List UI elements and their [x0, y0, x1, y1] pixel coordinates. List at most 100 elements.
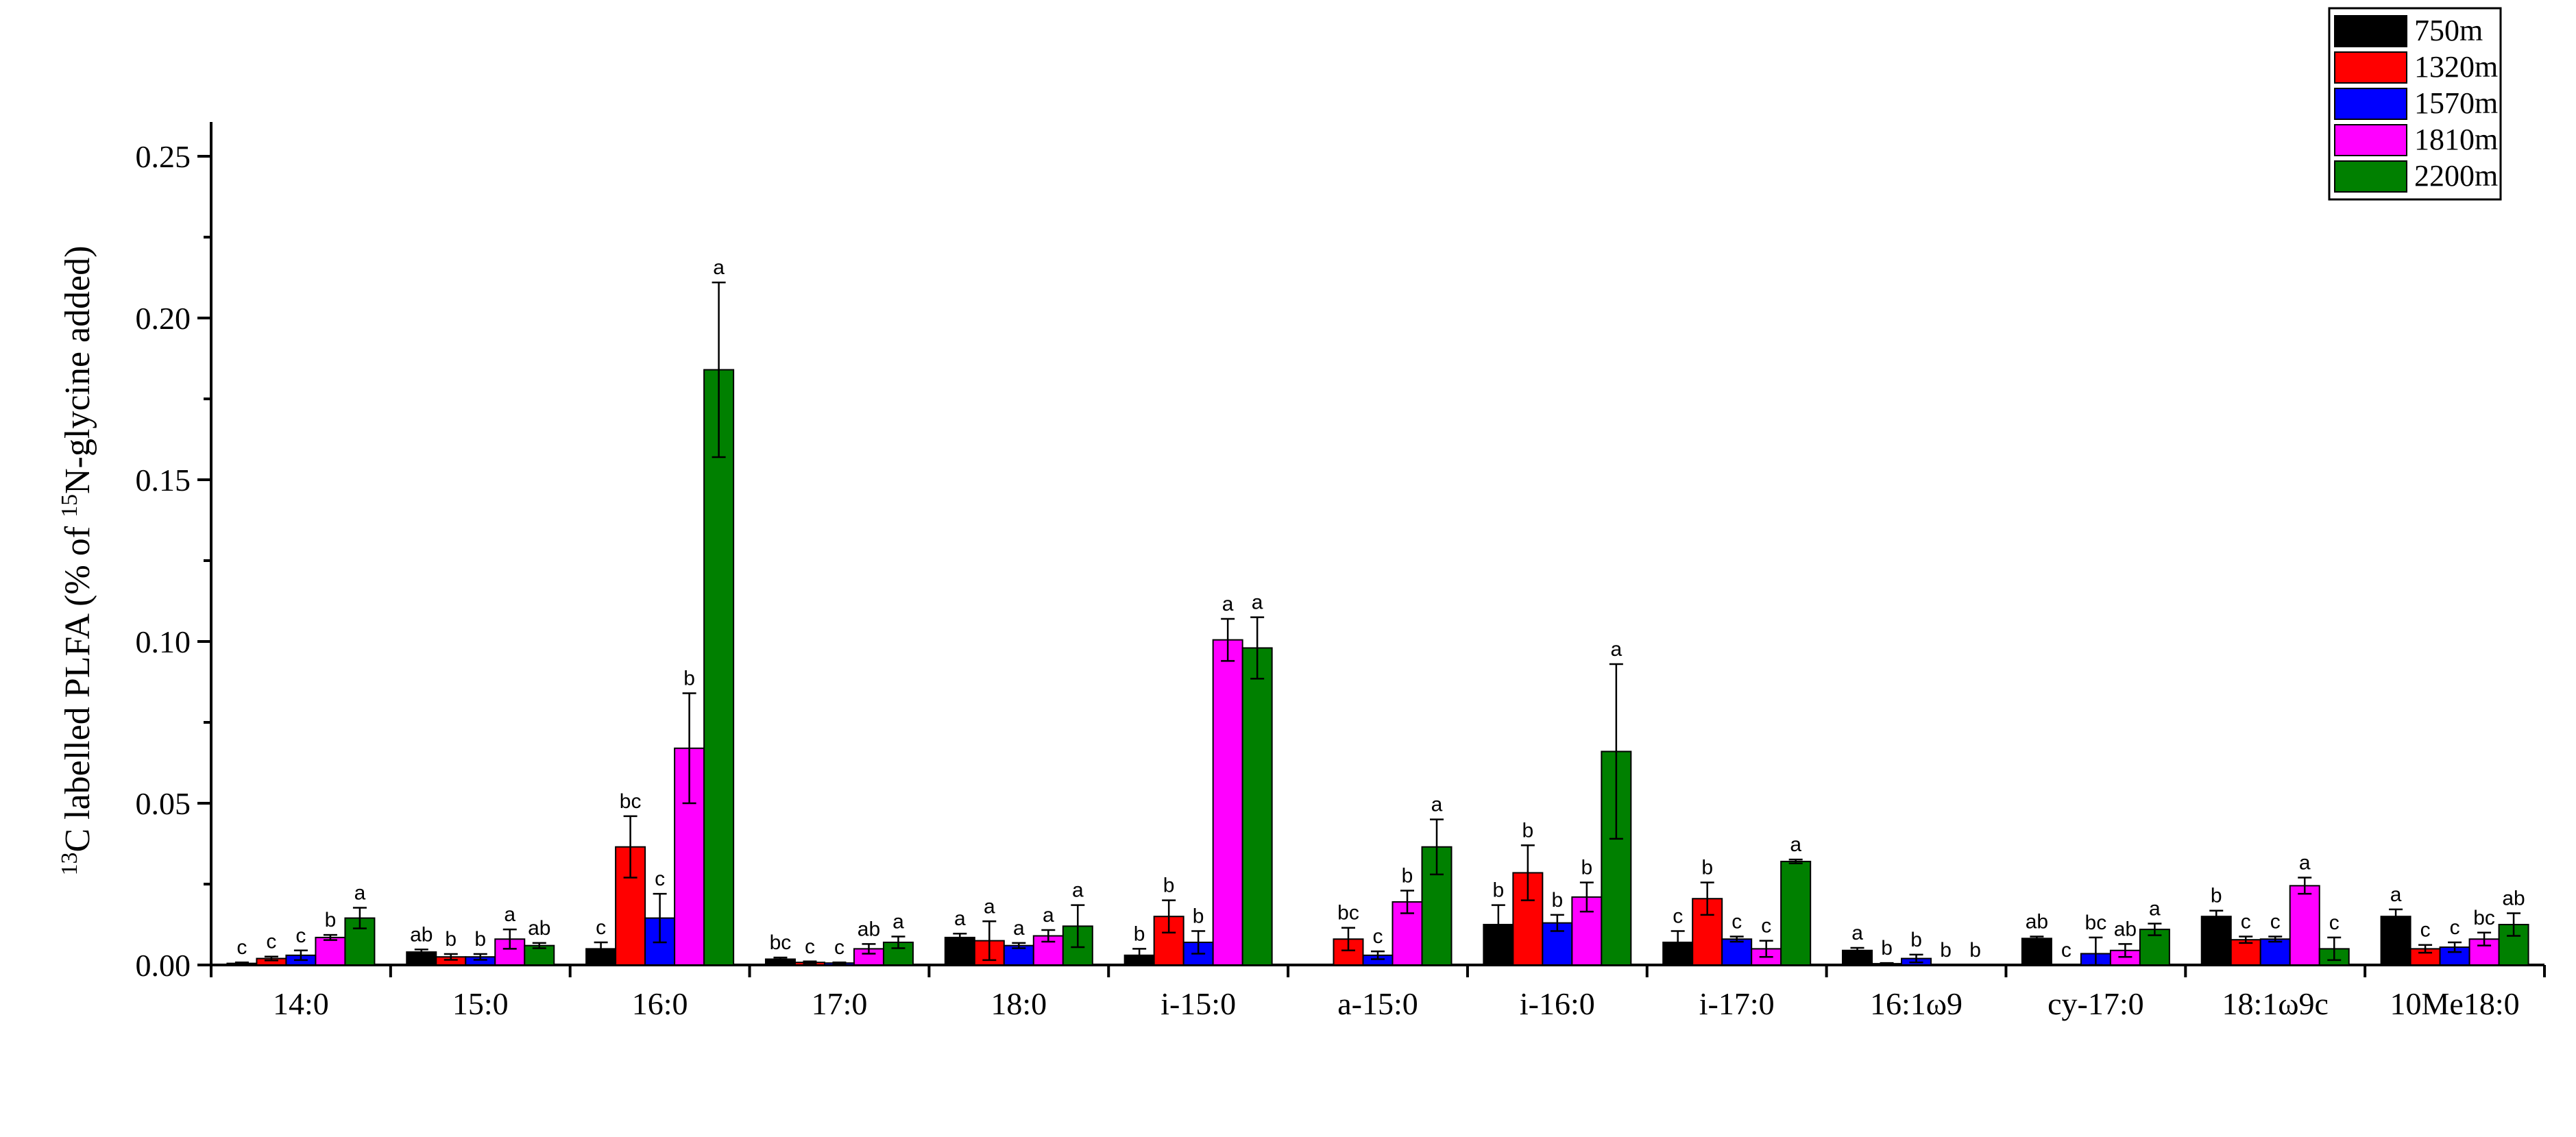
- significance-letter: b: [474, 928, 486, 951]
- bar: [2380, 916, 2411, 966]
- significance-letter: a: [2149, 898, 2161, 920]
- significance-letter: a: [892, 910, 904, 933]
- y-tick-label: 0.25: [136, 139, 191, 174]
- bar: [1721, 938, 1753, 966]
- x-tick-label: i-15:0: [1161, 986, 1236, 1021]
- y-tick-label: 0.15: [136, 463, 191, 498]
- significance-letter: ab: [528, 917, 550, 940]
- significance-letter: bc: [1337, 902, 1359, 925]
- y-axis-title-superscript: 13: [57, 853, 82, 876]
- significance-letter: a: [984, 895, 995, 918]
- significance-letter: c: [236, 936, 247, 959]
- x-tick-label: 14:0: [273, 986, 329, 1021]
- significance-letter: c: [2450, 916, 2460, 939]
- y-tick-label: 0.05: [136, 786, 191, 821]
- significance-letter: a: [1072, 879, 1084, 902]
- significance-letter: bc: [2085, 912, 2107, 934]
- x-tick-label: 18:1ω9c: [2222, 986, 2328, 1021]
- legend-swatch: [2334, 160, 2407, 193]
- significance-letter: a: [354, 881, 366, 904]
- significance-letter: b: [1134, 922, 1145, 945]
- x-tick-label: cy-17:0: [2048, 986, 2144, 1021]
- significance-letter: bc: [2473, 907, 2495, 929]
- legend-label: 1810m: [2414, 123, 2498, 156]
- significance-letter: b: [2211, 885, 2222, 907]
- significance-letter: c: [834, 936, 845, 959]
- significance-letter: c: [2420, 919, 2431, 942]
- significance-letter: a: [504, 903, 515, 926]
- significance-letter: c: [1373, 925, 1383, 948]
- significance-letter: c: [1731, 910, 1742, 933]
- significance-letter: b: [1881, 937, 1893, 959]
- significance-letter: c: [655, 868, 665, 890]
- significance-letter: a: [954, 907, 966, 930]
- significance-letter: b: [1193, 905, 1204, 927]
- significance-letter: ab: [858, 918, 880, 940]
- significance-letter: a: [1851, 922, 1863, 944]
- significance-letter: ab: [410, 923, 433, 946]
- significance-letter: a: [1043, 904, 1054, 927]
- significance-letter: c: [596, 916, 606, 939]
- significance-letter: bc: [620, 790, 642, 813]
- significance-letter: a: [1790, 833, 1801, 856]
- significance-letter: a: [1013, 917, 1025, 940]
- x-tick-label: 16:0: [632, 986, 688, 1021]
- legend-label: 2200m: [2414, 159, 2498, 193]
- significance-letter: b: [1522, 819, 1534, 842]
- significance-letter: a: [1431, 794, 1443, 816]
- significance-letter: c: [266, 931, 276, 953]
- significance-letter: b: [683, 668, 695, 690]
- significance-letter: a: [713, 256, 725, 279]
- significance-letter: a: [1222, 593, 1234, 615]
- significance-letter: c: [1761, 915, 1771, 938]
- legend-label: 1570m: [2414, 86, 2498, 120]
- significance-letter: c: [2329, 912, 2340, 934]
- significance-letter: ab: [2502, 887, 2525, 909]
- significance-letter: c: [2241, 910, 2251, 933]
- significance-letter: c: [295, 925, 306, 947]
- y-tick-label: 0.00: [136, 948, 191, 983]
- significance-letter: ab: [2114, 918, 2137, 940]
- significance-letter: b: [1701, 857, 1713, 879]
- x-tick-label: 10Me18:0: [2390, 986, 2520, 1021]
- bar: [2259, 938, 2291, 966]
- y-axis-title: 13C labelled PLFA (% of 15N-glycine adde…: [57, 245, 98, 875]
- legend-swatch: [2334, 124, 2407, 156]
- significance-letter: b: [1493, 879, 1505, 902]
- bar: [2289, 885, 2320, 966]
- significance-letter: b: [1969, 939, 1981, 962]
- legend-label: 750m: [2414, 14, 2483, 47]
- x-tick-label: 18:0: [991, 986, 1047, 1021]
- bar: [2021, 938, 2052, 966]
- x-tick-label: 17:0: [812, 986, 868, 1021]
- significance-letter: a: [2299, 852, 2311, 875]
- y-axis-title-segment: C labelled PLFA (% of: [58, 517, 97, 853]
- significance-letter: c: [805, 936, 815, 958]
- significance-letter: bc: [770, 931, 792, 954]
- bar: [2230, 939, 2261, 966]
- x-tick-label: a-15:0: [1337, 986, 1418, 1021]
- significance-letter: b: [1402, 864, 1413, 887]
- significance-letter: a: [1252, 591, 1263, 614]
- legend-swatch: [2334, 88, 2407, 120]
- y-tick-label: 0.10: [136, 624, 191, 659]
- significance-letter: c: [2270, 910, 2281, 933]
- legend-swatch: [2334, 15, 2407, 47]
- significance-letter: b: [325, 909, 337, 931]
- x-tick-label: 16:1ω9: [1870, 986, 1963, 1021]
- bar: [2200, 916, 2232, 966]
- x-tick-label: i-16:0: [1520, 986, 1595, 1021]
- x-tick-label: i-17:0: [1699, 986, 1775, 1021]
- significance-letter: c: [2061, 939, 2071, 962]
- significance-letter: a: [1611, 638, 1623, 661]
- significance-letter: b: [445, 928, 457, 951]
- bar: [315, 936, 346, 966]
- legend-label: 1320m: [2414, 50, 2498, 84]
- bar: [703, 369, 735, 966]
- bar: [1780, 860, 1812, 966]
- y-axis-title-text: 13C labelled PLFA (% of 15N-glycine adde…: [57, 245, 98, 875]
- plot-area: 0.00 0.05 0.10 0.15 0.20 0.25 14:0 15:0 16:0 17:0…: [136, 122, 2546, 1021]
- significance-letter: b: [1910, 929, 1922, 951]
